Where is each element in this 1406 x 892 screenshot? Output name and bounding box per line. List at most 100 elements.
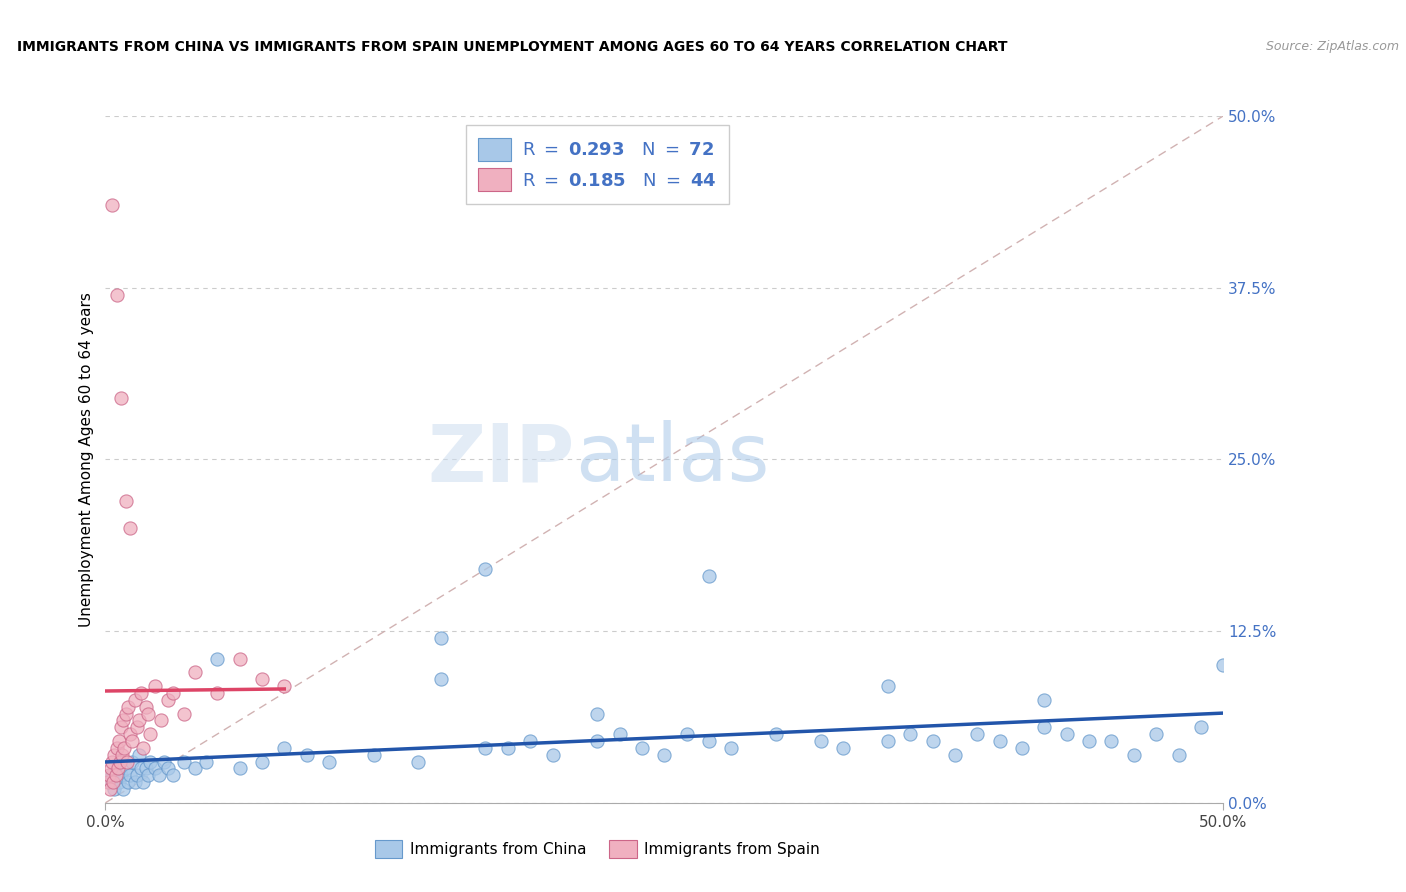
Point <box>1212 658 1234 673</box>
Point <box>139 755 162 769</box>
Point <box>318 755 340 769</box>
Point <box>103 747 125 762</box>
Point <box>697 734 720 748</box>
Point <box>114 740 136 755</box>
Point <box>98 782 121 797</box>
Point <box>195 755 218 769</box>
Point <box>152 755 174 769</box>
Point <box>474 740 496 755</box>
Point <box>121 755 143 769</box>
Point <box>128 747 150 762</box>
Point <box>101 755 124 769</box>
Point <box>921 734 943 748</box>
Point <box>108 775 131 789</box>
Point <box>496 740 519 755</box>
Point <box>128 714 150 728</box>
Point <box>112 782 135 797</box>
Point <box>118 727 141 741</box>
Point <box>129 762 152 776</box>
Point <box>430 672 453 686</box>
Point <box>143 679 166 693</box>
Point <box>143 762 166 776</box>
Point <box>132 740 155 755</box>
Point <box>139 727 162 741</box>
Point <box>1189 720 1212 734</box>
Point <box>877 734 900 748</box>
Point <box>1078 734 1101 748</box>
Point <box>135 762 157 776</box>
Text: atlas: atlas <box>575 420 769 499</box>
Point <box>97 775 120 789</box>
Point <box>129 686 152 700</box>
Point <box>675 727 697 741</box>
Point <box>1167 747 1189 762</box>
Point <box>652 747 676 762</box>
Point <box>1056 727 1078 741</box>
Point <box>586 734 609 748</box>
Point <box>105 287 128 301</box>
Point <box>121 734 143 748</box>
Point <box>173 706 195 721</box>
Point <box>110 720 132 734</box>
Point <box>832 740 855 755</box>
Point <box>474 562 496 576</box>
Text: IMMIGRANTS FROM CHINA VS IMMIGRANTS FROM SPAIN UNEMPLOYMENT AMONG AGES 60 TO 64 : IMMIGRANTS FROM CHINA VS IMMIGRANTS FROM… <box>17 40 1007 54</box>
Point <box>173 755 195 769</box>
Point <box>101 198 124 212</box>
Point <box>148 768 170 782</box>
Point <box>110 768 132 782</box>
Point <box>363 747 385 762</box>
Point <box>97 768 120 782</box>
Point <box>250 672 273 686</box>
Point <box>810 734 832 748</box>
Point <box>898 727 921 741</box>
Point <box>162 768 184 782</box>
Point <box>408 755 430 769</box>
Point <box>136 706 159 721</box>
Point <box>114 706 136 721</box>
Point <box>135 699 157 714</box>
Point <box>273 679 295 693</box>
Point <box>125 720 148 734</box>
Point <box>205 651 228 665</box>
Point <box>114 762 136 776</box>
Point <box>103 782 125 797</box>
Point <box>250 755 273 769</box>
Point <box>1033 692 1056 706</box>
Point <box>101 768 124 782</box>
Point <box>966 727 988 741</box>
Point <box>1011 740 1033 755</box>
Point <box>150 714 173 728</box>
Point <box>988 734 1011 748</box>
Point <box>117 699 139 714</box>
Point <box>118 521 141 535</box>
Point <box>117 775 139 789</box>
Point <box>124 692 146 706</box>
Point <box>115 755 138 769</box>
Point <box>110 391 132 405</box>
Point <box>273 740 295 755</box>
Point <box>631 740 654 755</box>
Point <box>98 775 121 789</box>
Point <box>697 569 720 583</box>
Y-axis label: Unemployment Among Ages 60 to 64 years: Unemployment Among Ages 60 to 64 years <box>79 292 94 627</box>
Point <box>125 768 148 782</box>
Point <box>586 706 609 721</box>
Point <box>1099 734 1122 748</box>
Point <box>114 493 136 508</box>
Point <box>105 762 128 776</box>
Point <box>118 768 141 782</box>
Point <box>1144 727 1167 741</box>
Point <box>103 775 125 789</box>
Point <box>430 631 453 645</box>
Point <box>132 775 155 789</box>
Point <box>157 762 180 776</box>
Point <box>1122 747 1144 762</box>
Point <box>107 762 129 776</box>
Point <box>1033 720 1056 734</box>
Point <box>205 686 228 700</box>
Point <box>136 768 159 782</box>
Point <box>100 762 122 776</box>
Point <box>108 734 131 748</box>
Point <box>162 686 184 700</box>
